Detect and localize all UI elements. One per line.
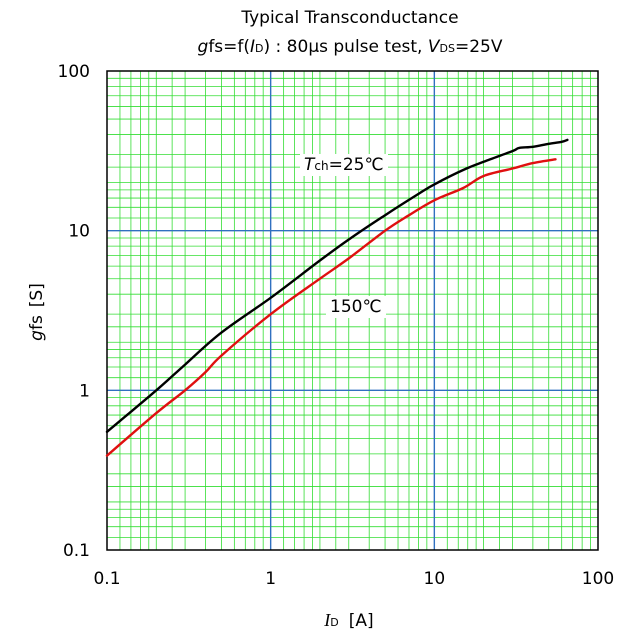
x-tick-labels: 0.1 1 10 100 xyxy=(93,569,614,589)
minor-gridlines xyxy=(107,71,598,550)
chart-subtitle: gfs=f(ID) : 80µs pulse test, VDS=25V xyxy=(198,37,503,57)
annotation-25c: Tch=25℃ xyxy=(300,154,388,176)
x-axis-label: ID [A] xyxy=(323,610,373,631)
y-tick-label: 1 xyxy=(79,381,90,401)
chart-title: Typical Transconductance xyxy=(240,8,458,28)
major-gridlines xyxy=(107,71,598,550)
x-tick-label: 1 xyxy=(265,569,276,589)
annotation-150c-value: 150℃ xyxy=(330,297,382,317)
series-line-0 xyxy=(105,138,569,433)
annotation-25c-symbol: T xyxy=(304,155,315,175)
series-layer xyxy=(105,138,569,457)
plot-frame xyxy=(106,70,599,551)
y-tick-labels: 0.1 1 10 100 xyxy=(58,62,90,561)
x-tick-label: 10 xyxy=(424,569,446,589)
y-tick-label: 10 xyxy=(68,222,90,242)
annotation-25c-value: =25℃ xyxy=(328,155,384,175)
annotation-25c-sub: ch xyxy=(314,159,329,173)
y-tick-label: 0.1 xyxy=(63,541,90,561)
x-tick-label: 0.1 xyxy=(93,569,120,589)
y-axis-label: gfs[S] xyxy=(27,283,47,341)
y-tick-label: 100 xyxy=(58,62,90,82)
annotation-150c: 150℃ xyxy=(326,296,386,318)
x-tick-label: 100 xyxy=(582,569,614,589)
series-line-1 xyxy=(105,158,557,457)
